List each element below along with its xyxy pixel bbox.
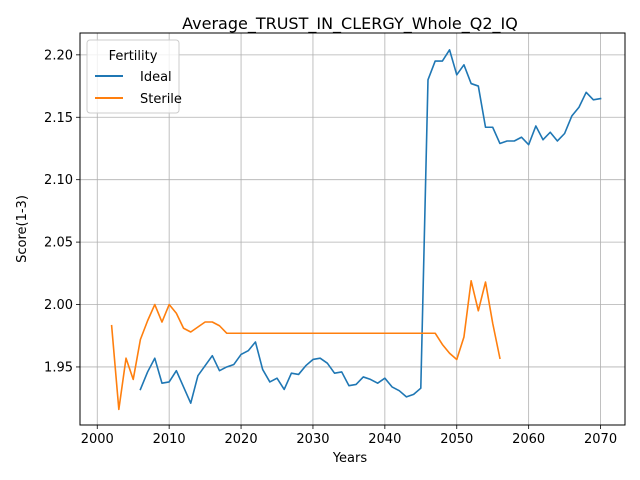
plot-area-frame xyxy=(79,32,626,426)
x-tick-label: 2000 xyxy=(81,432,114,447)
x-tick-label: 2020 xyxy=(225,432,258,447)
series-line-ideal xyxy=(139,49,602,404)
x-tick-label: 2030 xyxy=(296,432,329,447)
legend-label-ideal: Ideal xyxy=(140,70,172,85)
legend-box xyxy=(86,39,180,114)
y-tick-label: 2.10 xyxy=(44,173,73,188)
y-tick-label: 2.05 xyxy=(44,236,73,251)
x-tick-label: 2060 xyxy=(512,432,545,447)
x-tick-label: 2050 xyxy=(440,432,473,447)
chart-title: Average_TRUST_IN_CLERGY_Whole_Q2_IQ xyxy=(182,14,518,34)
y-tick-label: 2.20 xyxy=(44,48,73,63)
legend-label-sterile: Sterile xyxy=(140,92,182,107)
legend-title: Fertility xyxy=(109,49,158,64)
y-axis-label: Score(1-3) xyxy=(15,195,30,263)
series-line-sterile xyxy=(110,280,501,411)
legend: Fertility Ideal Sterile xyxy=(86,39,182,114)
x-tick-label: 2010 xyxy=(153,432,186,447)
y-tick-label: 2.15 xyxy=(44,111,73,126)
x-tick-label: 2070 xyxy=(584,432,617,447)
y-tick-label: 1.95 xyxy=(44,360,73,375)
x-axis-label: Years xyxy=(332,451,368,466)
x-tick-label: 2040 xyxy=(368,432,401,447)
y-tick-label: 2.00 xyxy=(44,298,73,313)
axis-ticks: 2000 2010 2020 2030 2040 2050 2060 2070 1.95 2.00… xyxy=(44,48,617,447)
series-layer xyxy=(110,49,602,411)
